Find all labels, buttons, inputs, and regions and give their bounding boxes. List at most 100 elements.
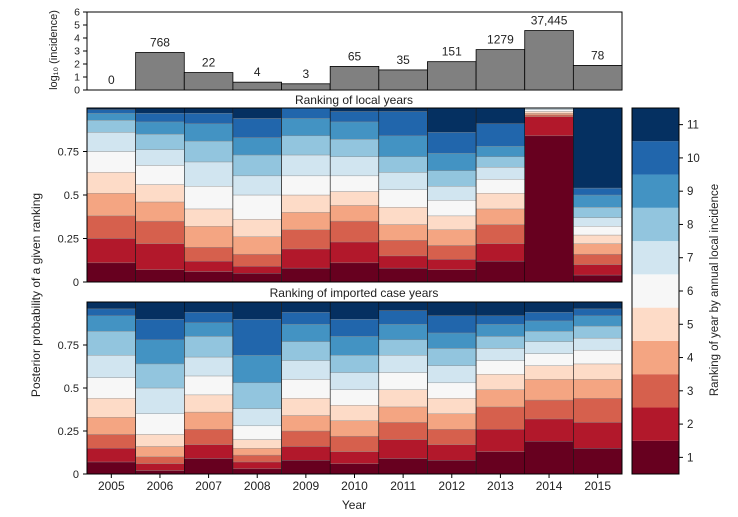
stack-segment: [135, 269, 185, 283]
stack-segment: [378, 172, 428, 190]
stack-segment: [184, 113, 234, 124]
stack-segment: [184, 271, 234, 283]
incidence-value-label: 65: [348, 49, 362, 63]
stack-segment: [232, 408, 282, 427]
stack-segment: [232, 319, 282, 356]
stack-segment: [378, 310, 428, 325]
stack-segment: [475, 301, 525, 316]
stack-segment: [281, 430, 331, 447]
x-tick-label: 2005: [98, 479, 125, 493]
stack-segment: [184, 123, 234, 142]
stack-segment: [330, 107, 379, 112]
stack-segment: [184, 186, 234, 210]
stack-segment: [232, 355, 282, 384]
colorbar-swatch: [632, 340, 679, 375]
stack-segment: [427, 301, 477, 316]
stack-segment: [135, 463, 185, 471]
stack-segment: [524, 135, 574, 283]
colorbar-swatch: [632, 207, 679, 242]
stack-segment: [475, 451, 525, 475]
stack-segment: [330, 175, 379, 192]
stack-segment: [232, 175, 282, 196]
stack-segment: [135, 363, 185, 389]
x-tick-label: 2013: [487, 479, 514, 493]
stack-segment: [135, 456, 185, 464]
incidence-value-labels: 0 768 22 4 3 65 35 151 1279 37,445 78: [108, 14, 605, 87]
incidence-value-label: 0: [108, 73, 115, 87]
colorbar-swatch: [632, 241, 679, 275]
incidence-bar: [524, 30, 574, 91]
stack-segment: [427, 382, 477, 399]
stack-segment: [184, 226, 234, 248]
stack-segment: [475, 193, 525, 210]
stack-segment: [475, 208, 525, 225]
shared-y-axis-label: Posterior probability of a given ranking: [29, 193, 43, 397]
stack-segment: [524, 109, 574, 112]
y-tick-label: 0: [73, 469, 79, 481]
stack-segment: [524, 116, 574, 137]
stack-segment: [378, 372, 428, 390]
colorbar-swatch: [632, 108, 679, 142]
stack-segment: [86, 461, 136, 475]
stack-segment: [427, 215, 477, 230]
stack-segment: [232, 454, 282, 463]
incidence-bar: [135, 52, 185, 91]
stack-segment: [330, 389, 379, 406]
incidence-bar: [281, 83, 331, 91]
stack-segment: [232, 253, 282, 267]
colorbar-label: Ranking of year by annual local incidenc…: [709, 184, 721, 396]
stack-segment: [281, 248, 331, 269]
stack-segment: [378, 224, 428, 241]
stack-segment: [135, 107, 185, 114]
incidence-y-tick-label: 2: [74, 59, 80, 71]
stack-segment: [86, 417, 136, 435]
stack-segment: [86, 331, 136, 356]
colorbar-tick-label: 9: [687, 186, 693, 198]
incidence-value-label: 4: [254, 65, 261, 79]
stack-segment: [573, 325, 623, 339]
stack-segment: [475, 429, 525, 452]
stack-segment: [232, 448, 282, 456]
colorbar-tick-label: 5: [687, 319, 693, 331]
stack-segment: [524, 365, 574, 380]
stack-segment: [281, 446, 331, 461]
incidence-y-tick-label: 3: [74, 46, 80, 58]
stack-segment: [427, 186, 477, 201]
stack-segment: [232, 194, 282, 220]
stack-segment: [475, 324, 525, 337]
stack-segment: [135, 165, 185, 185]
stack-segment: [427, 460, 477, 475]
stack-segment: [475, 260, 525, 283]
stack-segment: [378, 406, 428, 423]
stack-segment: [232, 107, 282, 119]
stack-segment: [135, 434, 185, 447]
stack-segment: [86, 308, 136, 316]
stack-segment: [135, 470, 185, 475]
stack-segment: [86, 398, 136, 418]
stack-segment: [281, 267, 331, 283]
incidence-y-tick-label: 4: [74, 33, 80, 45]
stack-segment: [184, 260, 234, 272]
stack-segment: [475, 166, 525, 180]
colorbar-swatch: [632, 440, 679, 474]
stack-segment: [135, 243, 185, 270]
stack-segment: [573, 274, 623, 283]
stack-segment: [378, 355, 428, 373]
stack-segment: [184, 375, 234, 396]
colorbar-swatch: [632, 274, 679, 308]
stack-segment: [86, 172, 136, 194]
stack-segment: [86, 215, 136, 239]
stack-segment: [524, 301, 574, 313]
stack-segment: [86, 262, 136, 283]
stack-segment: [524, 331, 574, 342]
incidence-y-tick-label: 6: [74, 7, 80, 19]
stack-segment: [378, 339, 428, 356]
stack-segment: [427, 332, 477, 349]
stack-segment: [232, 301, 282, 320]
stack-segment: [573, 217, 623, 227]
stack-segment: [475, 243, 525, 262]
y-tick-label: 0.25: [58, 234, 79, 246]
colorbar-swatch: [632, 407, 679, 441]
stack-segment: [86, 434, 136, 449]
colorbar: 1 2 3 4 5 6 7 8 9 10 11: [631, 107, 700, 475]
